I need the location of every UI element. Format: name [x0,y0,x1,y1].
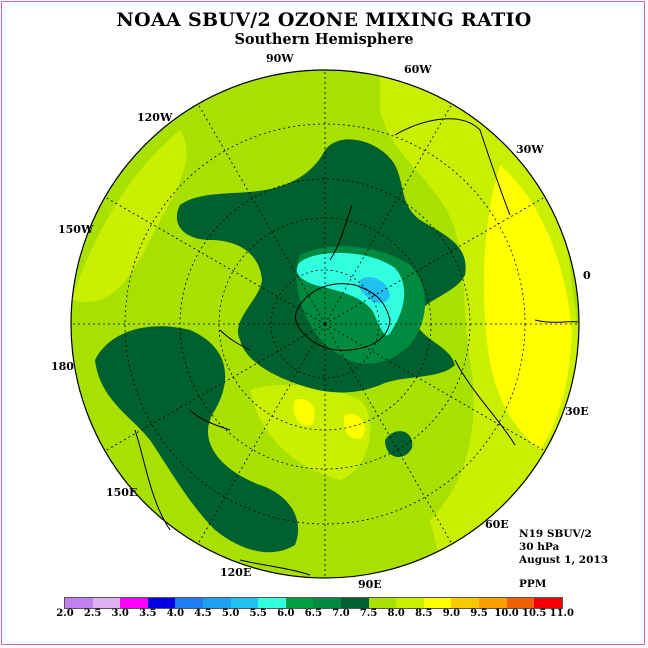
colorbar-tick-label: 2.0 [56,608,74,619]
lime-region-inner [250,384,371,480]
colorbar-swatch [368,598,397,608]
yellow-blob-1 [293,399,315,426]
colorbar-tick-label: 11.0 [549,608,574,619]
lon-label-90w: 90W [266,52,294,65]
map-boundary [70,69,580,579]
colorbar-ticks: 2.0 2.5 3.0 3.5 4.0 4.5 5.0 5.5 6.0 6.5 7.0 7.5 8.0 8… [56,607,616,625]
cyan-core [296,252,405,336]
colorbar-tick-label: 2.5 [83,608,102,619]
colorbar-tick-label: 5.5 [249,608,267,619]
colorbar-swatch [506,598,535,608]
colorbar-swatch [478,598,507,608]
lon-label-150e: 150E [106,486,138,499]
colorbar-swatch [451,598,479,608]
colorbar-swatch [258,598,286,608]
colorbar-swatch [230,598,259,608]
colorbar-tick-label: 8.0 [387,608,405,619]
dark-green-tongue [95,326,299,553]
colorbar-swatch [92,598,121,608]
lon-label-120w: 120W [137,111,173,124]
colorbar-tick-label: 3.0 [111,608,129,619]
colorbar-tick-label: 8.5 [415,608,433,619]
colorbar-tick-label: 4.0 [166,608,185,619]
lon-label-30w: 30W [516,143,544,156]
lime-region-west [72,130,187,302]
date-label: August 1, 2013 [519,554,609,566]
colorbar-tick-label: 6.0 [277,608,295,619]
colorbar-tick-label: 10.0 [494,608,519,619]
colorbar-tick-label: 7.5 [359,608,378,619]
yellow-region [483,165,572,450]
colorbar [64,597,563,609]
colorbar-tick-label: 4.5 [194,608,212,619]
map-subtitle: Southern Hemisphere [234,31,414,48]
map-title: NOAA SBUV/2 OZONE MIXING RATIO [116,9,532,31]
colorbar-swatch [534,598,562,608]
lon-label-120e: 120E [220,566,252,579]
colorbar-swatch [65,598,93,608]
colorbar-tick-label: 7.0 [332,608,350,619]
colorbar-swatch [175,598,203,608]
colorbar-swatch [423,598,452,608]
colorbar-tick-label: 10.5 [522,608,547,619]
colorbar-tick-label: 9.5 [470,608,488,619]
lon-label-60w: 60W [404,63,432,76]
colorbar-swatch [202,598,231,608]
blue-core [358,277,390,303]
colorbar-swatch [340,598,369,608]
lon-label-30e: 30E [565,405,589,418]
yellow-blob-2 [343,414,365,439]
colorbar-swatch [396,598,424,608]
colorbar-tick-label: 3.5 [139,608,157,619]
units-label: PPM [519,578,547,590]
lon-label-150w: 150W [58,223,94,236]
colorbar-tick-label: 5.0 [221,608,240,619]
coastlines [134,118,579,576]
dark-green-spot [385,431,413,458]
lon-label-0: 0 [583,269,591,282]
lon-label-180: 180 [51,360,74,373]
graticule [71,70,579,578]
lon-label-90e: 90E [358,578,382,591]
pressure-level-label: 30 hPa [519,541,560,553]
colorbar-tick-label: 9.0 [442,608,461,619]
colorbar-tick-label: 6.5 [304,608,323,619]
colorbar-swatch [285,598,314,608]
colorbar-swatch [120,598,148,608]
colorbar-swatch [313,598,341,608]
colorbar-swatch [147,598,176,608]
instrument-label: N19 SBUV/2 [519,528,592,540]
lon-label-60e: 60E [485,518,509,531]
